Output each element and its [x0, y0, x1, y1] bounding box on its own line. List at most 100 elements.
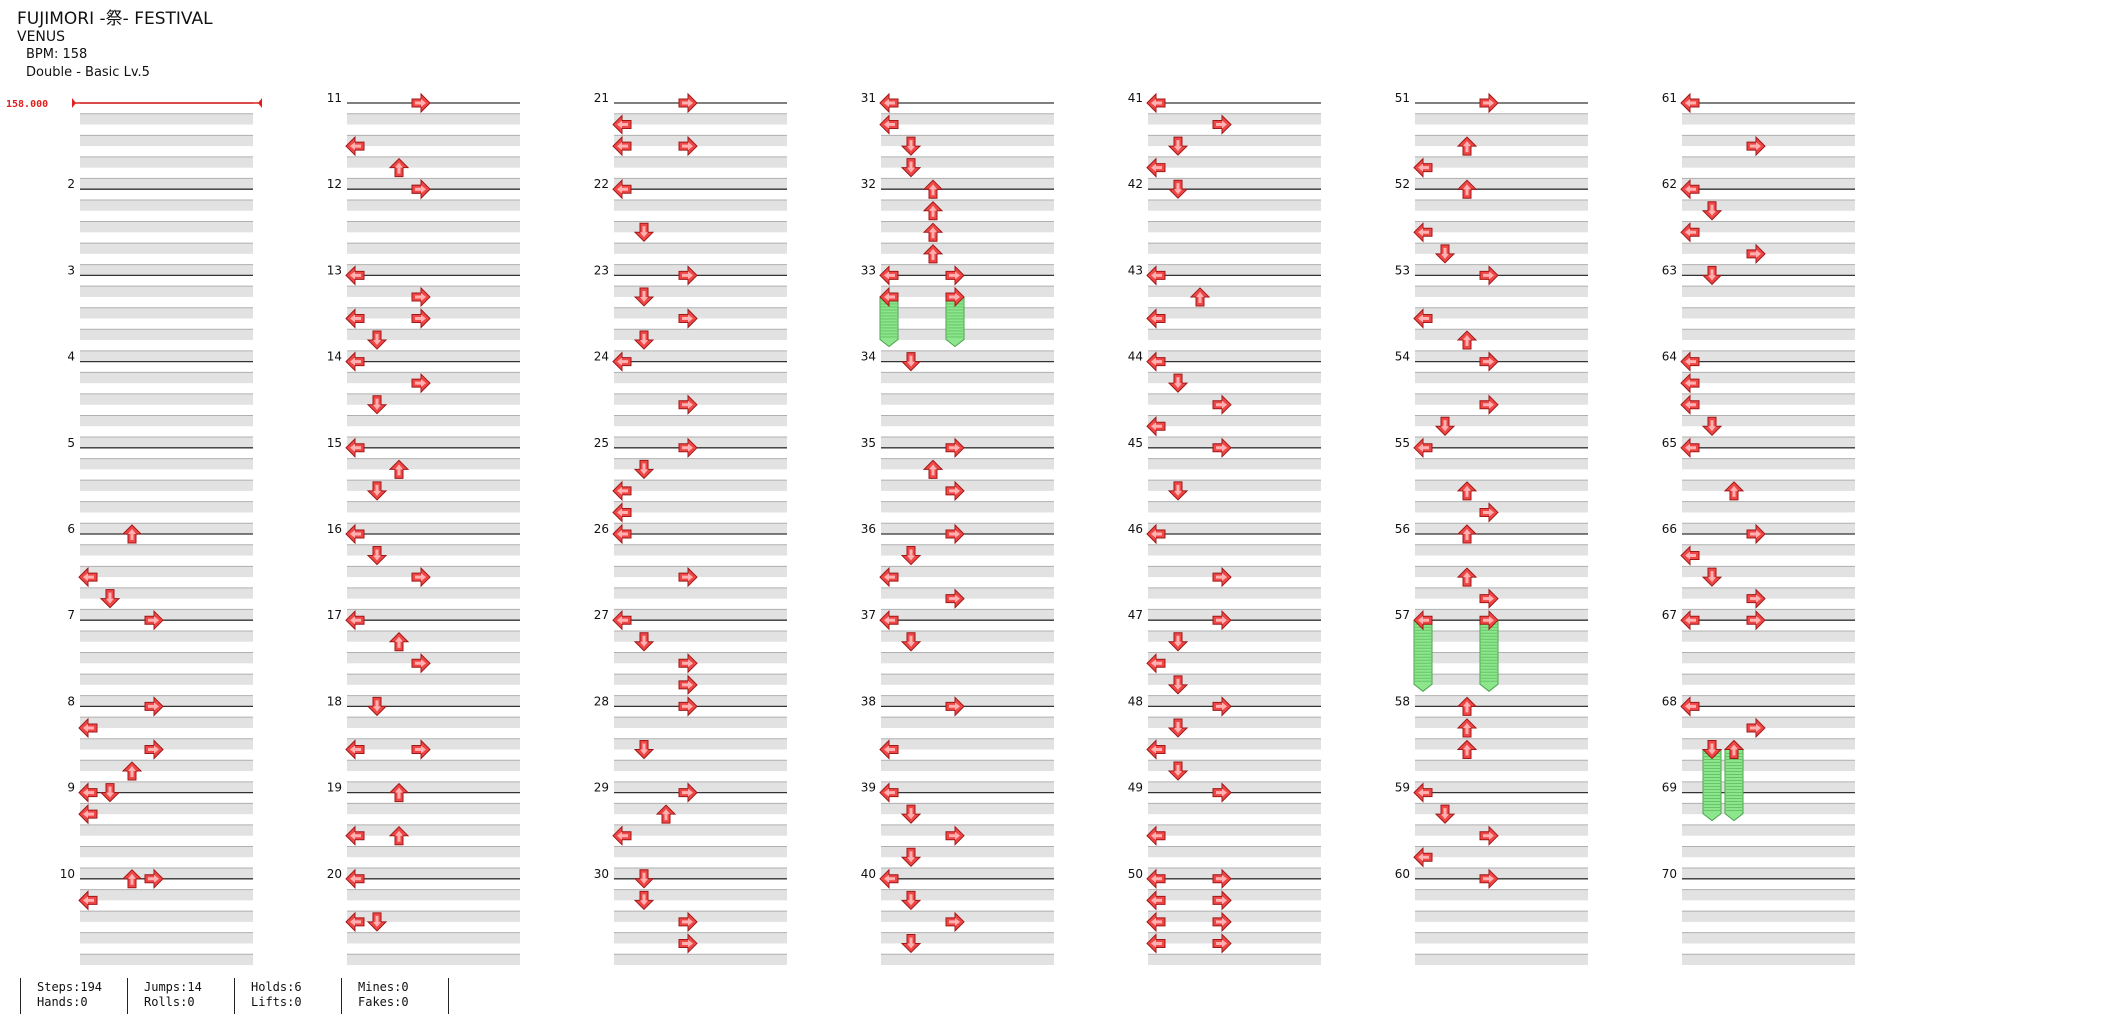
beat-band [347, 846, 520, 858]
measure-number: 39 [861, 781, 876, 795]
hold-note [1724, 749, 1744, 822]
beat-band [347, 350, 520, 362]
beat-band [347, 243, 520, 254]
beat-band [614, 156, 787, 168]
beat-band [1682, 824, 1855, 836]
beat-band [1415, 221, 1588, 233]
measure-number: 29 [594, 781, 609, 795]
mines-count: Mines:0 [358, 980, 409, 994]
beat-band [1415, 911, 1588, 922]
beat-band [1682, 135, 1855, 147]
measure-number: 27 [594, 608, 609, 622]
beat-band [881, 243, 1054, 254]
measure-number: 48 [1128, 694, 1143, 708]
hands-count: Hands:0 [37, 995, 88, 1009]
beat-band [881, 781, 1054, 793]
beat-band [1148, 889, 1321, 901]
bpm-label: BPM: 158 [26, 47, 88, 62]
beat-band [881, 717, 1054, 728]
measure-number: 45 [1128, 436, 1143, 450]
measure-number: 11 [327, 91, 342, 105]
holds-count: Holds:6 [251, 980, 302, 994]
beat-band [614, 113, 787, 125]
beat-band [881, 954, 1054, 965]
beat-band [881, 824, 1054, 836]
beat-band [80, 911, 253, 922]
beat-band [1682, 911, 1855, 922]
beat-band [614, 415, 787, 427]
beat-band [1415, 630, 1588, 642]
measure-number: 15 [327, 436, 342, 450]
beat-band [1148, 156, 1321, 168]
beat-band [80, 135, 253, 147]
bpm-tick-left [72, 98, 76, 108]
beat-band [80, 415, 253, 427]
beat-band [80, 480, 253, 491]
beat-band [80, 458, 253, 470]
beat-band [347, 156, 520, 168]
stat-divider [448, 978, 450, 1014]
beat-band [881, 286, 1054, 297]
beat-band [1415, 135, 1588, 147]
measure-number: 46 [1128, 522, 1143, 536]
beat-band [1415, 695, 1588, 707]
measure-number: 63 [1662, 263, 1677, 277]
beat-band [80, 652, 253, 664]
beat-band [347, 372, 520, 384]
beat-band [347, 135, 520, 147]
beat-band [347, 480, 520, 491]
measure-number: 70 [1662, 867, 1677, 881]
beat-band [347, 695, 520, 707]
beat-band [1148, 372, 1321, 384]
measure-number: 2 [67, 177, 75, 191]
measure-number: 18 [327, 694, 342, 708]
measure-number: 49 [1128, 781, 1143, 795]
beat-band [881, 846, 1054, 858]
measure-number: 31 [861, 91, 876, 105]
beat-band [80, 803, 253, 815]
beat-band [1415, 566, 1588, 578]
measure-grid: 2345678910111213141516171819202122232425… [60, 91, 1855, 965]
beat-band [347, 178, 520, 190]
measure-number: 37 [861, 608, 876, 622]
beat-band [614, 889, 787, 901]
beat-band [347, 781, 520, 793]
beat-band [1148, 199, 1321, 211]
beat-band [1415, 156, 1588, 168]
measure-number: 21 [594, 91, 609, 105]
measure-number: 38 [861, 694, 876, 708]
beat-band [881, 760, 1054, 772]
beat-band [347, 717, 520, 728]
beat-band [80, 113, 253, 125]
beat-band [80, 760, 253, 772]
song-title: FUJIMORI -祭- FESTIVAL [17, 9, 213, 29]
beat-band [881, 566, 1054, 578]
beat-band [881, 932, 1054, 944]
beat-band [1415, 329, 1588, 341]
beat-band [614, 803, 787, 815]
beat-band [881, 458, 1054, 470]
beat-band [614, 350, 787, 362]
beat-band [80, 199, 253, 211]
beat-band [1415, 372, 1588, 384]
rolls-count: Rolls:0 [144, 995, 195, 1009]
beat-band [881, 350, 1054, 362]
beat-band [881, 630, 1054, 642]
measure-number: 36 [861, 522, 876, 536]
measure-number: 12 [327, 177, 342, 191]
beat-band [1682, 889, 1855, 901]
measure-number: 26 [594, 522, 609, 536]
beat-band [1682, 954, 1855, 965]
beat-band [1148, 824, 1321, 836]
measure-number: 64 [1662, 350, 1677, 364]
beat-band [881, 372, 1054, 384]
beat-band [1415, 307, 1588, 319]
measure-number: 20 [327, 867, 342, 881]
beat-band [1148, 221, 1321, 233]
beat-band [614, 760, 787, 772]
beat-band [347, 566, 520, 578]
beat-band [347, 587, 520, 599]
beat-band [881, 674, 1054, 685]
beat-band [80, 868, 253, 879]
beat-band [614, 717, 787, 728]
